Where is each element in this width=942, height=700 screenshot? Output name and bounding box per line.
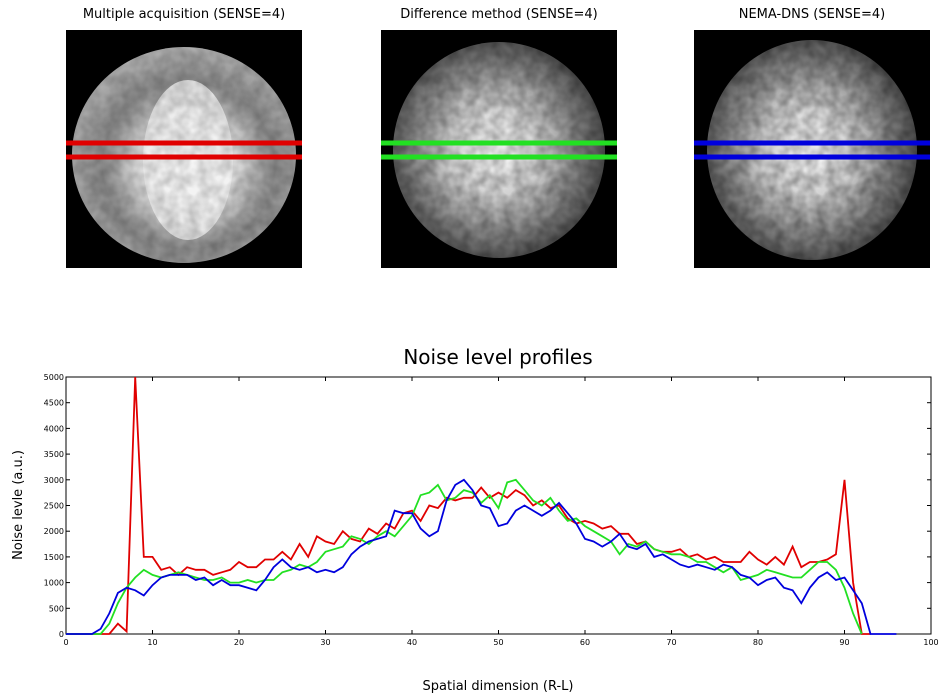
y-tick-label: 5000 (44, 373, 64, 382)
mri-image (66, 30, 302, 268)
mri-image (381, 30, 617, 268)
y-axis-label: Noise levle (a.u.) (11, 450, 26, 560)
y-tick-label: 3500 (44, 450, 64, 459)
x-tick-label: 10 (147, 638, 157, 647)
y-tick-label: 2500 (44, 502, 64, 511)
x-axis-label: Spatial dimension (R-L) (423, 679, 574, 694)
y-tick-label: 4000 (44, 424, 64, 433)
x-tick-label: 60 (580, 638, 590, 647)
data-line (66, 376, 871, 635)
x-tick-label: 40 (407, 638, 417, 647)
y-tick-label: 1500 (44, 553, 64, 562)
x-tick-label: 20 (234, 638, 244, 647)
y-tick-label: 3000 (44, 476, 64, 485)
data-line (66, 478, 897, 635)
y-tick-label: 1000 (44, 579, 64, 588)
y-tick-label: 2000 (44, 527, 64, 536)
x-tick-label: 100 (923, 638, 938, 647)
chart-title: Noise level profiles (403, 345, 592, 369)
image-title: Difference method (SENSE=4) (400, 7, 597, 22)
x-tick-label: 90 (839, 638, 849, 647)
y-tick-label: 4500 (44, 399, 64, 408)
image-title: Multiple acquisition (SENSE=4) (83, 7, 285, 22)
x-tick-label: 0 (63, 638, 68, 647)
data-line (66, 478, 863, 635)
x-tick-label: 30 (320, 638, 330, 647)
x-tick-label: 70 (666, 638, 676, 647)
y-tick-label: 500 (49, 604, 64, 613)
x-tick-label: 80 (753, 638, 763, 647)
x-tick-label: 50 (493, 638, 503, 647)
image-title: NEMA-DNS (SENSE=4) (739, 7, 886, 22)
mri-image (694, 30, 930, 268)
y-tick-label: 0 (59, 630, 64, 639)
